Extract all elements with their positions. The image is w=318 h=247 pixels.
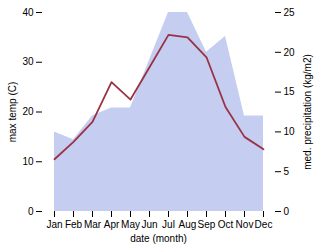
svg-text:Nov: Nov xyxy=(236,219,254,230)
svg-text:Feb: Feb xyxy=(65,219,83,230)
svg-text:max temp (C): max temp (C) xyxy=(7,82,18,143)
svg-text:5: 5 xyxy=(284,166,290,177)
svg-text:30: 30 xyxy=(22,56,34,67)
svg-text:0: 0 xyxy=(284,206,290,217)
svg-text:Jan: Jan xyxy=(46,219,62,230)
svg-text:Sep: Sep xyxy=(198,219,216,230)
svg-text:med. precipitation (kg/m2): med. precipitation (kg/m2) xyxy=(302,54,313,170)
svg-text:Oct: Oct xyxy=(218,219,234,230)
svg-text:40: 40 xyxy=(22,7,34,18)
svg-text:Jun: Jun xyxy=(141,219,157,230)
svg-text:10: 10 xyxy=(22,156,34,167)
svg-text:0: 0 xyxy=(28,206,34,217)
svg-text:20: 20 xyxy=(22,106,34,117)
svg-text:25: 25 xyxy=(284,7,296,18)
svg-text:date (month): date (month) xyxy=(130,233,187,244)
svg-text:Mar: Mar xyxy=(84,219,102,230)
svg-text:Apr: Apr xyxy=(104,219,120,230)
svg-text:15: 15 xyxy=(284,86,296,97)
svg-text:20: 20 xyxy=(284,47,296,58)
svg-text:Aug: Aug xyxy=(179,219,197,230)
svg-text:10: 10 xyxy=(284,126,296,137)
svg-text:Dec: Dec xyxy=(255,219,273,230)
svg-text:May: May xyxy=(121,219,140,230)
svg-text:Jul: Jul xyxy=(162,219,175,230)
